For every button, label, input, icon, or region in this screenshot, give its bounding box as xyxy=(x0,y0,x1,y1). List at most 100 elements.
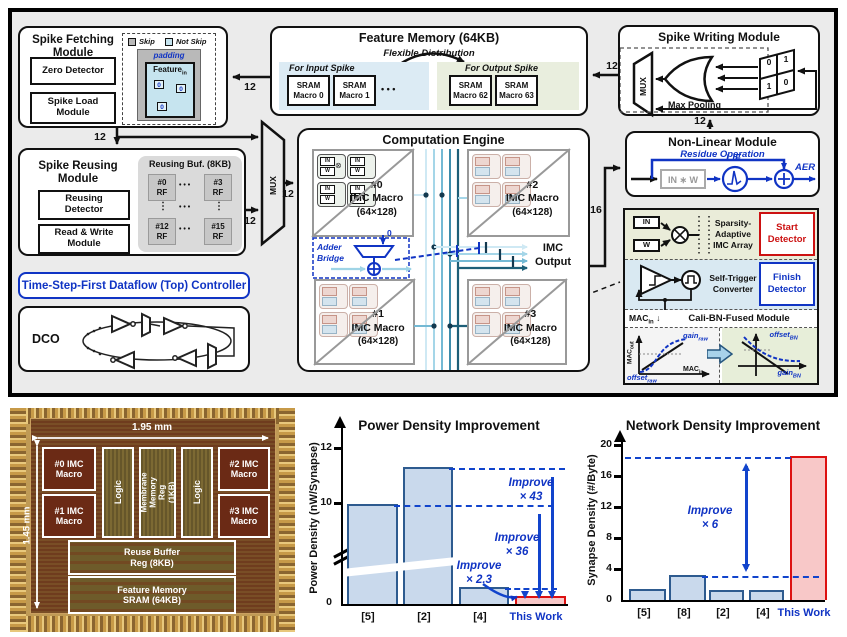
bar xyxy=(629,588,666,600)
y-axis-label: Synapse Density (#/Byte) xyxy=(586,454,598,586)
sparsity-row: IN W Sparsity- Adaptive IMC Array Start … xyxy=(625,210,817,260)
imc-cell: IN W xyxy=(317,182,346,207)
gain-bn-label: gainBN xyxy=(777,368,801,380)
tick-mark xyxy=(614,506,621,509)
padding-label: padding xyxy=(153,51,185,60)
imc-detail-box: IN W Sparsity- Adaptive IMC Array Start … xyxy=(623,208,819,385)
bar xyxy=(403,467,453,604)
skip-label: Skip xyxy=(139,37,155,46)
computation-engine: Computation Engine IN W ⊗ IN W IN W IN W #0 IM… xyxy=(297,128,590,372)
adder-bridge-label: Adder Bridge xyxy=(317,242,344,264)
ring-oscillator xyxy=(82,312,235,370)
lif-neuron-icon xyxy=(721,165,749,193)
guide-line xyxy=(702,575,819,578)
die-width-label: 1.95 mm xyxy=(131,422,173,433)
bond-pads-bottom xyxy=(10,616,295,632)
bus-width-label: 12 xyxy=(94,131,106,143)
sram-macro-62: SRAM Macro 62 xyxy=(449,75,492,106)
network-plot-area: Improve × 6 xyxy=(621,442,827,602)
x-category-highlight: This Work xyxy=(777,607,831,619)
sparsity-circuit xyxy=(660,216,710,254)
x-category: [5] xyxy=(361,611,375,623)
central-mux-label: MUX xyxy=(268,176,278,195)
y-tick: 20 xyxy=(600,438,612,450)
die-logic-left: Logic xyxy=(102,447,134,538)
bus-width-label: 16 xyxy=(590,204,602,216)
x-category: [4] xyxy=(756,607,770,619)
x-category: [4] xyxy=(473,611,487,623)
input-spike-region: For Input Spike SRAM Macro 0 SRAM Macro … xyxy=(279,62,429,110)
trigger-row: Self-Trigger Converter Finish Detector xyxy=(625,260,817,310)
input-region-label: For Input Spike xyxy=(289,63,355,73)
tick-mark xyxy=(614,568,621,571)
pulse-generator-icon xyxy=(681,270,701,290)
spike-writing-circuit xyxy=(620,47,817,118)
bus-width-label: 12 xyxy=(282,188,294,200)
die-membrane: Membrane Memory Reg (1KB) xyxy=(139,447,176,538)
annotation: Improve × 43 xyxy=(508,477,554,504)
power-density-chart: Power Density Improvement Power Density … xyxy=(300,410,570,635)
cali-title: Cali-BN-Fused Module xyxy=(688,313,790,324)
self-trigger-label: Self-Trigger Converter xyxy=(709,273,757,295)
imc-cell xyxy=(472,284,501,309)
ellipsis: • • • xyxy=(381,84,396,94)
flexible-distribution-arrow xyxy=(392,52,465,68)
detail-w-box: W xyxy=(633,239,660,252)
annotation: Improve × 6 xyxy=(687,505,733,532)
skip-swatch xyxy=(128,38,136,46)
module-title: Spike Fetching Module xyxy=(32,34,114,59)
module-title: Feature Memory (64KB) xyxy=(358,31,500,45)
y-tick: 8 xyxy=(606,531,612,543)
annotation: Improve × 36 xyxy=(494,532,540,559)
imc-cell: IN W xyxy=(347,154,376,179)
skip-detail-box: Skip Not Skip padding Featurein 0 0 0 xyxy=(122,33,216,125)
spike-load-box: Spike Load Module xyxy=(30,92,116,124)
chart-title: Network Density Improvement xyxy=(625,418,821,433)
nonlinear-module: Non-Linear Module Residue Operation IN ∗… xyxy=(625,131,820,197)
y-axis-arrow xyxy=(614,430,626,442)
die-photo: 1.95 mm 1.45 mm #0 IMC Macro #1 IMC Macr… xyxy=(10,408,295,632)
padding-region: padding Featurein 0 0 0 xyxy=(137,49,201,121)
imc-macro-3: #3 IMC Macro (64×128) xyxy=(467,279,567,365)
pool-cell: 1 xyxy=(766,81,772,91)
improvement-arrow xyxy=(548,477,555,598)
sram-macro-63: SRAM Macro 63 xyxy=(495,75,538,106)
spike-reusing-module: Spike Reusing Module Reusing Detector Re… xyxy=(18,148,246,256)
bus-width-label: 12 xyxy=(694,115,706,127)
y-axis-arrow xyxy=(334,416,346,428)
max-pooling-label: Max Pooling xyxy=(668,100,722,110)
cali-header-row: MACin ↓ Cali-BN-Fused Module xyxy=(625,310,817,328)
y-tick: 12 xyxy=(320,441,332,453)
x-category: [8] xyxy=(677,607,691,619)
architecture-diagram: 12 12 12 12 12 12 16 MUX Spike Fetching … xyxy=(8,8,838,397)
guide-line xyxy=(505,588,557,590)
die-feature-memory: Feature Memory SRAM (64KB) xyxy=(68,576,236,614)
output-spike-region: For Output Spike SRAM Macro 62 SRAM Macr… xyxy=(437,62,579,110)
x-category: [2] xyxy=(417,611,431,623)
mac-in-axis-label: MACin xyxy=(683,366,704,376)
y-tick: 10 xyxy=(320,496,332,508)
residue-operation-label: Residue Operation xyxy=(680,149,765,160)
adder-zero-label: 0 xyxy=(387,228,392,238)
read-write-box: Read & Write Module xyxy=(38,224,130,254)
imc-cell xyxy=(472,182,501,207)
imc-cell xyxy=(349,284,378,309)
bar xyxy=(709,590,744,600)
improvement-arrow xyxy=(535,513,542,599)
macro-label: #3 IMC Macro (64×128) xyxy=(503,308,557,348)
feature-memory-module: Feature Memory (64KB) Flexible Distribut… xyxy=(270,26,588,116)
module-title: Non-Linear Module xyxy=(668,135,777,149)
bar xyxy=(790,456,827,600)
spike-fetching-module: Spike Fetching Module Zero Detector Spik… xyxy=(18,26,228,128)
spike-cell: 0 xyxy=(157,102,167,111)
mac-in-label: MACin ↓ xyxy=(629,313,661,326)
imc-cell xyxy=(472,312,501,337)
ellipsis: • • • xyxy=(179,182,191,189)
y-tick: 0 xyxy=(606,593,612,605)
guide-line xyxy=(449,468,565,470)
feature-in-label: Featurein xyxy=(153,65,187,77)
y-tick: 4 xyxy=(606,562,612,574)
die-reuse-buffer: Reuse Buffer Reg (8KB) xyxy=(68,540,236,575)
improvement-arrow xyxy=(742,463,749,572)
